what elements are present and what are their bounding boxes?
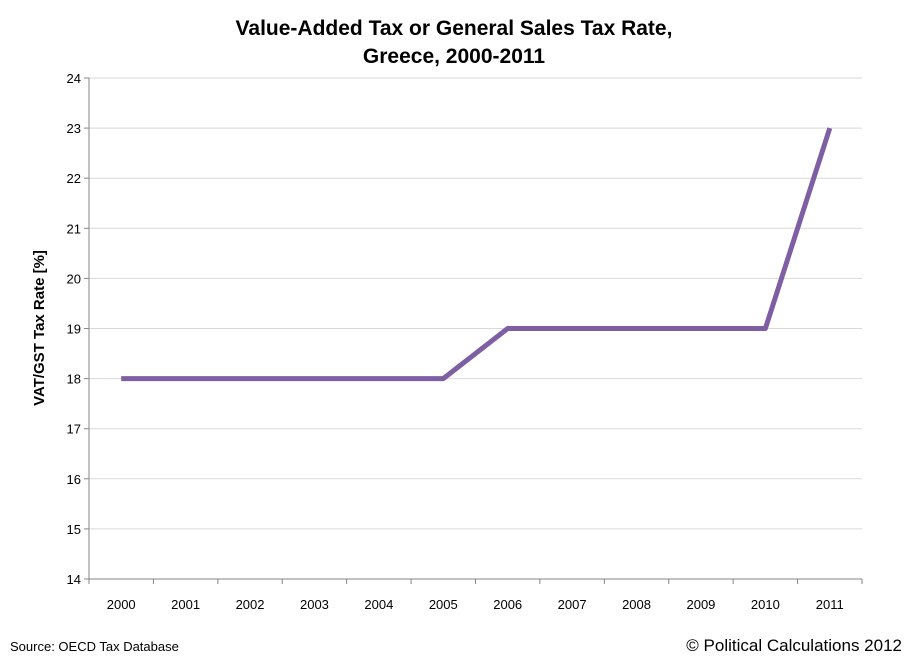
x-tick-label-2009: 2009 bbox=[686, 597, 715, 612]
x-tick-label-2000: 2000 bbox=[107, 597, 136, 612]
x-tick-label-2011: 2011 bbox=[816, 597, 844, 612]
source-note: Source: OECD Tax Database bbox=[10, 639, 179, 654]
y-tick-label-19: 19 bbox=[67, 322, 81, 337]
y-tick-label-23: 23 bbox=[67, 121, 81, 136]
y-tick-label-18: 18 bbox=[67, 372, 81, 387]
y-tick-label-14: 14 bbox=[67, 572, 81, 587]
y-axis-ticks: 14 15 16 17 18 19 20 21 22 23 24 bbox=[67, 71, 89, 587]
chart-title-line-1: Value-Added Tax or General Sales Tax Rat… bbox=[236, 17, 673, 40]
y-tick-label-21: 21 bbox=[67, 221, 81, 236]
gridlines bbox=[89, 77, 862, 530]
x-tick-label-2006: 2006 bbox=[493, 597, 522, 612]
chart-title: Value-Added Tax or General Sales Tax Rat… bbox=[236, 17, 673, 68]
y-tick-label-17: 17 bbox=[67, 422, 81, 437]
x-tick-label-2004: 2004 bbox=[364, 597, 393, 612]
x-tick-label-2002: 2002 bbox=[236, 597, 265, 612]
x-tick-label-2010: 2010 bbox=[751, 597, 780, 612]
chart-title-line-2: Greece, 2000-2011 bbox=[363, 45, 545, 68]
y-axis-label: VAT/GST Tax Rate [%] bbox=[31, 250, 48, 406]
y-tick-label-20: 20 bbox=[67, 271, 81, 286]
x-tick-label-2005: 2005 bbox=[429, 597, 458, 612]
y-tick-label-24: 24 bbox=[67, 71, 81, 86]
x-axis-ticks: 2000 2001 2002 2003 2004 2005 2006 2007 2008 2009… bbox=[88, 579, 863, 612]
series-lines bbox=[121, 127, 833, 382]
copyright-note: © Political Calculations 2012 bbox=[686, 636, 902, 655]
x-tick-label-2007: 2007 bbox=[558, 597, 587, 612]
y-tick-label-16: 16 bbox=[67, 472, 81, 487]
y-tick-label-22: 22 bbox=[67, 171, 81, 186]
y-tick-label-15: 15 bbox=[67, 522, 81, 537]
x-tick-label-2001: 2001 bbox=[171, 597, 200, 612]
series-line-0 bbox=[121, 127, 833, 382]
x-tick-label-2008: 2008 bbox=[622, 597, 651, 612]
x-tick-label-2003: 2003 bbox=[300, 597, 329, 612]
